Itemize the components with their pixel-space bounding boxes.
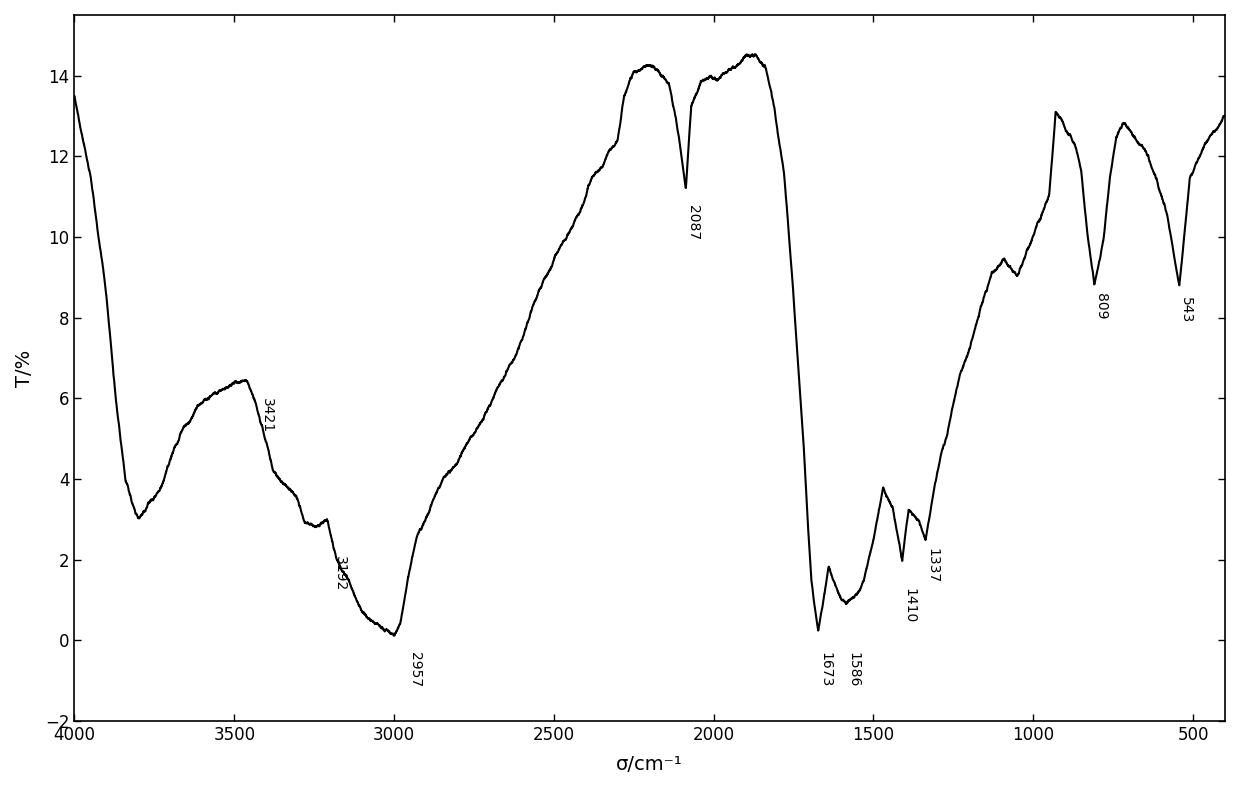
Text: 1586: 1586 <box>846 653 861 688</box>
Text: 2957: 2957 <box>408 653 422 687</box>
Text: 1337: 1337 <box>925 548 940 582</box>
Text: 3192: 3192 <box>332 555 347 591</box>
Text: 3421: 3421 <box>259 398 274 433</box>
Y-axis label: T/%: T/% <box>15 350 33 387</box>
Text: 543: 543 <box>1179 297 1193 323</box>
X-axis label: σ/cm⁻¹: σ/cm⁻¹ <box>616 755 683 774</box>
Text: 1410: 1410 <box>903 588 916 623</box>
Text: 1673: 1673 <box>818 653 832 688</box>
Text: 2087: 2087 <box>686 204 699 240</box>
Text: 809: 809 <box>1094 294 1109 320</box>
